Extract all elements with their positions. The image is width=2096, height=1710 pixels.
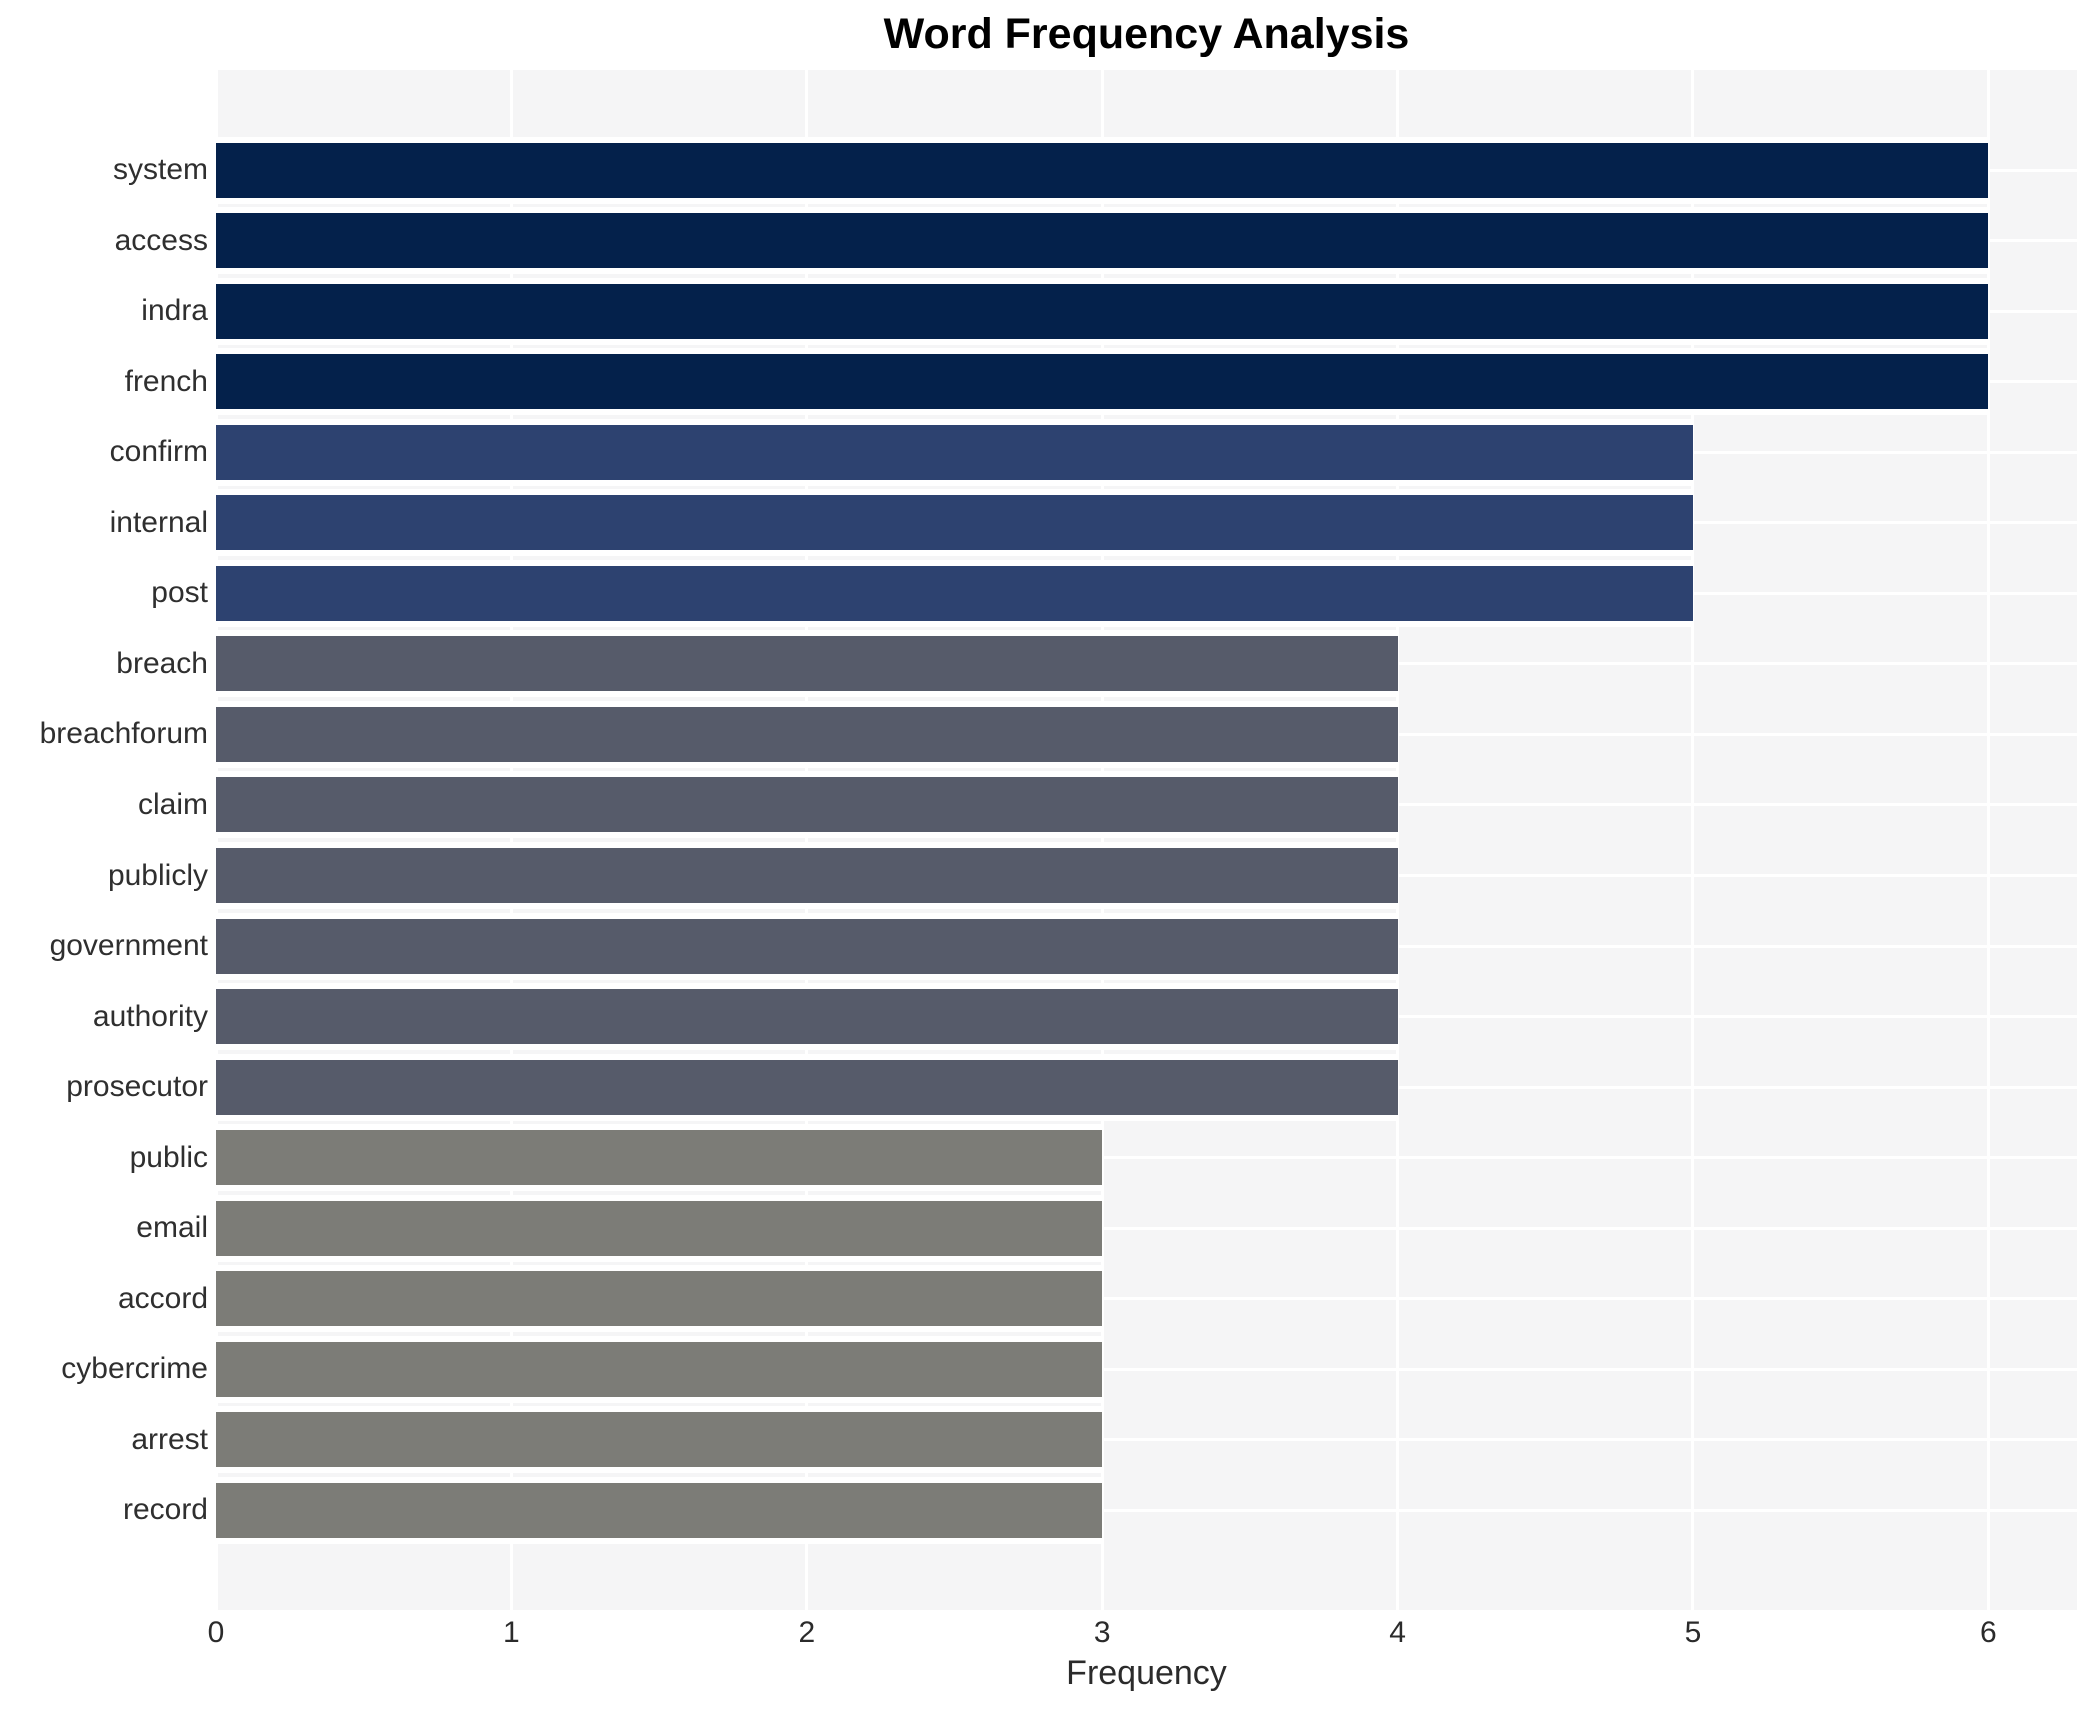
x-tick-label-3: 3 (1093, 1616, 1111, 1649)
y-axis: system access indra french confirm internal po… (0, 70, 208, 1610)
gridline-horizontal (216, 1508, 2077, 1512)
bar-email (216, 1194, 1103, 1262)
y-axis-label-arrest: arrest (131, 1422, 208, 1456)
y-axis-label-breach: breach (116, 646, 208, 680)
y-axis-label-cybercrime: cybercrime (61, 1352, 208, 1386)
bar-public (216, 1124, 1103, 1192)
bar-internal (216, 489, 1693, 557)
y-axis-label-post: post (151, 576, 208, 610)
bar-post (216, 559, 1693, 627)
gridline-vertical (805, 70, 809, 1610)
y-axis-label-record: record (122, 1493, 208, 1527)
gridline-vertical (1396, 70, 1400, 1610)
bar-government (216, 912, 1398, 980)
x-tick-label-5: 5 (1684, 1616, 1702, 1649)
x-tick-label-4: 4 (1389, 1616, 1406, 1649)
x-axis: 0 1 2 3 4 5 6 (0, 1613, 2096, 1653)
gridline-vertical (1986, 70, 1990, 1610)
gridline-vertical (214, 70, 218, 1610)
bar-record (216, 1476, 1103, 1544)
y-axis-label-confirm: confirm (109, 435, 208, 469)
bar-arrest (216, 1406, 1103, 1474)
y-axis-label-internal: internal (109, 505, 208, 539)
bar-confirm (216, 418, 1693, 486)
bar-system (216, 136, 1989, 204)
gridline-horizontal (216, 1156, 2077, 1160)
bar-indra (216, 277, 1989, 345)
bar-breach (216, 630, 1398, 698)
bar-authority (216, 983, 1398, 1051)
y-axis-label-authority: authority (92, 999, 208, 1033)
y-axis-label-breachforum: breachforum (39, 717, 208, 751)
bar-accord (216, 1265, 1103, 1333)
y-axis-label-access: access (114, 223, 208, 257)
y-axis-label-accord: accord (117, 1281, 208, 1315)
y-axis-label-email: email (136, 1211, 208, 1245)
gridline-vertical (1691, 70, 1695, 1610)
gridline-vertical (509, 70, 513, 1610)
y-axis-label-french: french (124, 364, 208, 398)
chart-title: Word Frequency Analysis (883, 10, 1410, 58)
gridline-vertical (1100, 70, 1104, 1610)
y-axis-label-publicly: publicly (107, 858, 208, 892)
x-axis-title: Frequency (1066, 1654, 1227, 1692)
bar-prosecutor (216, 1053, 1398, 1121)
bar-cybercrime (216, 1335, 1103, 1403)
bar-breachforum (216, 700, 1398, 768)
gridline-horizontal (216, 1226, 2077, 1230)
y-axis-label-system: system (112, 153, 208, 186)
bar-claim (216, 771, 1398, 839)
plot-area (214, 70, 2077, 1610)
bar-access (216, 207, 1989, 275)
bar-publicly (216, 842, 1398, 909)
gridline-horizontal (216, 1297, 2077, 1301)
gridline-horizontal (216, 1438, 2077, 1442)
gridline-horizontal (216, 1367, 2077, 1371)
y-axis-label-claim: claim (137, 787, 208, 821)
y-axis-label-public: public (129, 1140, 208, 1174)
x-tick-label-2: 2 (798, 1616, 816, 1649)
x-tick-label-6: 6 (1980, 1616, 1997, 1649)
bar-french (216, 348, 1989, 416)
y-axis-label-prosecutor: prosecutor (66, 1070, 208, 1104)
y-axis-label-indra: indra (141, 294, 208, 328)
x-tick-label-0: 0 (207, 1616, 225, 1649)
y-axis-label-government: government (49, 929, 208, 963)
x-tick-label-1: 1 (503, 1616, 520, 1649)
